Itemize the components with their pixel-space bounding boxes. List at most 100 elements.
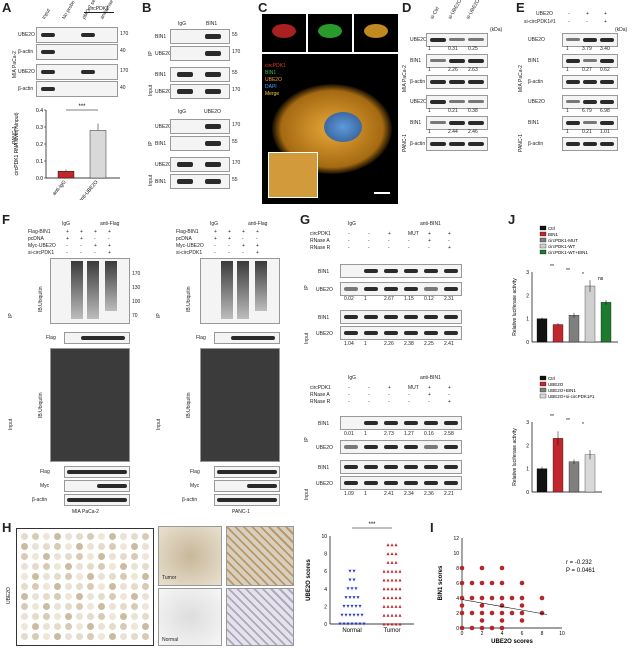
f-mw-0: 170 [132,271,141,277]
h-point [390,543,394,547]
c-merge-image [262,54,398,204]
h-ytick: 4 [324,587,327,593]
h-point [390,613,394,617]
g1-cond-label: RNase A [310,238,330,244]
g-q-top: 0.12 [424,296,434,302]
b-r2: UBE2O [155,51,172,57]
g2-cond-val: - [448,392,450,398]
h-point [348,613,352,617]
g1-cond-val: + [388,231,391,237]
f1-cond-val: - [108,236,110,242]
h-point [394,543,398,547]
h-point [360,613,364,617]
tma-core [87,583,94,590]
f-flag-in-1: Flag [40,469,50,475]
g-q-bot2: 2.36 [424,491,434,497]
b-mw-3: 170 [232,87,241,93]
f1-cond-val: - [80,250,82,256]
h-point [362,622,366,626]
tma-core [32,573,39,580]
b-mw-5: 55 [232,139,238,145]
i-xtick: 4 [501,631,504,637]
b-bot-col-0: IgG [178,109,187,115]
b-mw-2: 55 [232,70,238,76]
g-blot-5 [340,416,462,430]
f1-cond-val: - [80,243,82,249]
tma-core [43,583,50,590]
h-normal-highmag [226,588,294,646]
i-point [509,610,515,616]
i-ytick: 2 [456,611,459,617]
j2-legend-label: UBE2O [548,382,564,387]
e-q1-2: 3.40 [600,46,610,52]
c-legend-1: BIN1 [265,70,277,76]
f2-cond-label: Flag-BIN1 [176,229,199,235]
i-point [489,625,495,631]
d-q4-0: 1 [428,129,431,135]
d-q2-2: 2.63 [468,67,478,73]
f-input-1: Input [8,418,14,430]
c-red-channel [262,14,306,52]
e-q1-0: 1 [566,46,569,52]
e-q3-1: 6.79 [582,108,592,114]
g-blot-6 [340,440,462,454]
tma-core [109,543,116,550]
g-blot-8 [340,476,462,490]
b-r6: BIN1 [155,141,167,147]
a-xtick: anti-IgG [51,179,67,197]
j-chart-1: 0 1 2 3 Relative luciferase activity CtrlBIN1… [512,225,618,346]
d-q1-0: 1 [428,46,431,52]
tma-core [98,563,105,570]
d-q2-1: 2.26 [448,67,458,73]
f-flag-ip-2: Flag [196,335,206,341]
tma-core [131,583,138,590]
g-q-bot: 2.58 [444,431,454,437]
i-point [489,610,495,616]
f1-cond-label: Flag-BIN1 [28,229,51,235]
j2-legend-swatch [539,375,547,381]
d-q1-2: 0.25 [468,46,478,52]
g-q-top2: 2.25 [424,341,434,347]
h-point [354,604,358,608]
a-col-1: No probe [61,0,77,21]
h-point [348,578,352,582]
g-q-top: 2.67 [384,296,394,302]
j2-sig: * [582,422,584,428]
f1-cond-val: + [108,229,111,235]
b-bot-col-1: UBE2O [204,109,221,115]
h-point [382,613,386,617]
f-myc-1: Myc [40,483,50,489]
j1-legend-swatch [539,249,547,255]
h-point [394,613,398,617]
e-kda: (kDa) [615,27,628,33]
j1-sig: * [582,272,584,278]
tma-core [142,543,149,550]
g1-cond-label: circPDK1 [310,231,331,237]
h-point [356,596,360,600]
g-igg-1: IgG [348,221,357,227]
g1-cond-val: - [428,245,430,251]
f2-cond-val: + [214,229,217,235]
g1-cond-val: - [368,231,370,237]
h-point [398,569,402,573]
tma-core [54,533,61,540]
d-r5: BIN1 [410,120,422,126]
tma-core [142,563,149,570]
e-row1-1: + [586,11,589,17]
j1-ytick: 0 [526,340,529,346]
tma-core [109,603,116,610]
tma-core [32,553,39,560]
panel-label-h: H [2,520,12,535]
d-r3: β-actin [410,79,426,85]
g-q-bot2: 1 [364,491,367,497]
j1-ytick: 2 [526,293,529,299]
i-point [459,625,465,631]
g1-cond-val: - [388,245,390,251]
f2-cond-val: + [256,243,259,249]
f-ip-2: IP [156,313,162,318]
i-point [469,580,475,586]
j2-bar [584,454,596,493]
g-q-top2: 2.38 [404,341,414,347]
a-ytick: 0.2 [36,142,43,148]
tma-core [32,563,39,570]
